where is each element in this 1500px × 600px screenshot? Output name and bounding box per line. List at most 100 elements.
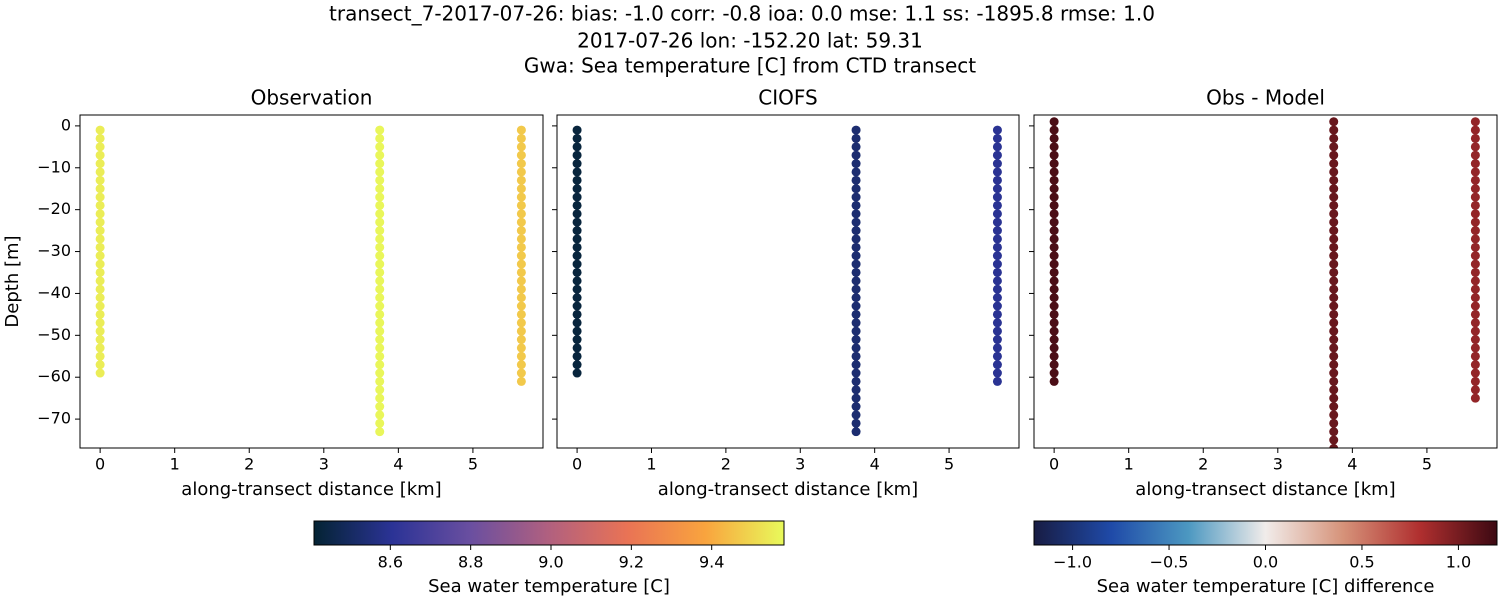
point — [375, 259, 385, 269]
point — [572, 142, 582, 152]
point — [851, 159, 861, 169]
point — [572, 209, 582, 219]
point — [1470, 276, 1480, 286]
point — [516, 167, 526, 177]
y-tick-label: −40 — [37, 283, 71, 302]
point — [375, 125, 385, 135]
point — [375, 343, 385, 353]
colorbar-tick-label: 9.2 — [619, 553, 644, 572]
point — [1329, 209, 1339, 219]
point — [516, 335, 526, 345]
point — [516, 360, 526, 370]
point — [851, 402, 861, 412]
point — [572, 133, 582, 143]
point — [992, 200, 1002, 210]
point — [1049, 142, 1059, 152]
point — [851, 142, 861, 152]
point — [375, 335, 385, 345]
point — [1049, 234, 1059, 244]
point — [1329, 418, 1339, 428]
point — [516, 200, 526, 210]
axes-frame — [79, 114, 544, 449]
point — [516, 267, 526, 277]
point — [572, 284, 582, 294]
point — [95, 150, 105, 160]
point — [516, 251, 526, 261]
point — [992, 318, 1002, 328]
point — [572, 343, 582, 353]
point — [1329, 142, 1339, 152]
point — [375, 326, 385, 336]
point — [1049, 326, 1059, 336]
point — [1470, 326, 1480, 336]
point — [992, 192, 1002, 202]
point — [1470, 301, 1480, 311]
point — [95, 142, 105, 152]
point — [516, 142, 526, 152]
point — [851, 234, 861, 244]
point — [1470, 309, 1480, 319]
point — [572, 192, 582, 202]
colorbar — [313, 520, 785, 546]
plot-area — [572, 125, 1002, 437]
point — [375, 385, 385, 395]
colorbar-tick-label: 8.8 — [458, 553, 483, 572]
point — [1049, 217, 1059, 227]
point — [1329, 242, 1339, 252]
point — [375, 267, 385, 277]
point — [1329, 335, 1339, 345]
point — [516, 276, 526, 286]
point — [992, 175, 1002, 185]
point — [572, 242, 582, 252]
point — [95, 343, 105, 353]
point — [1329, 133, 1339, 143]
point — [95, 167, 105, 177]
point — [1329, 150, 1339, 160]
x-tick-label: 3 — [1273, 455, 1283, 474]
point — [851, 167, 861, 177]
point — [1470, 142, 1480, 152]
point — [1329, 427, 1339, 437]
point — [95, 326, 105, 336]
point — [95, 368, 105, 378]
point — [1329, 393, 1339, 403]
point — [1329, 385, 1339, 395]
point — [1329, 284, 1339, 294]
point — [572, 267, 582, 277]
point — [1329, 376, 1339, 386]
colorbar-tick-label: 8.6 — [378, 553, 403, 572]
point — [992, 309, 1002, 319]
point — [1329, 226, 1339, 236]
point — [1329, 293, 1339, 303]
point — [572, 184, 582, 194]
point — [1470, 175, 1480, 185]
point — [375, 209, 385, 219]
point — [375, 427, 385, 437]
point — [375, 284, 385, 294]
point — [992, 242, 1002, 252]
point — [516, 351, 526, 361]
point — [1470, 133, 1480, 143]
point — [1470, 360, 1480, 370]
point — [95, 226, 105, 236]
point — [516, 368, 526, 378]
point — [992, 150, 1002, 160]
point — [1329, 301, 1339, 311]
point — [95, 217, 105, 227]
point — [1470, 251, 1480, 261]
colorbar-tick-label: 9.4 — [699, 553, 724, 572]
point — [992, 209, 1002, 219]
point — [851, 318, 861, 328]
colorbar — [1033, 520, 1498, 546]
point — [95, 234, 105, 244]
point — [1329, 309, 1339, 319]
point — [1049, 133, 1059, 143]
point — [992, 226, 1002, 236]
point — [1470, 335, 1480, 345]
point — [516, 343, 526, 353]
point — [375, 376, 385, 386]
point — [1049, 309, 1059, 319]
point — [516, 125, 526, 135]
point — [375, 184, 385, 194]
point — [572, 251, 582, 261]
